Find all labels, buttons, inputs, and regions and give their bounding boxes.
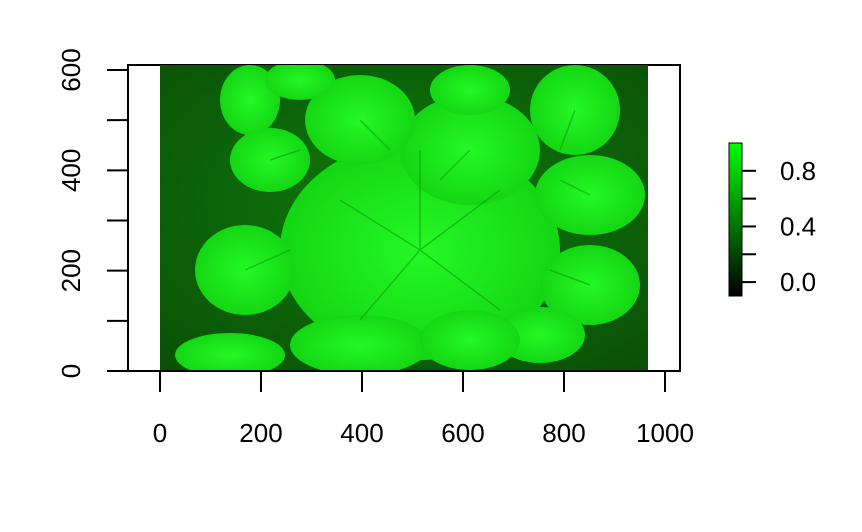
y-tick-label: 600 (56, 48, 86, 91)
leaf (220, 65, 280, 135)
colorbar-gradient (728, 142, 743, 297)
x-tick-label: 400 (340, 418, 383, 448)
colorbar-tick-label: 0.0 (780, 267, 816, 297)
leaf (420, 310, 520, 370)
leaf (265, 65, 335, 100)
x-tick-label: 0 (153, 418, 167, 448)
leaf (430, 65, 510, 115)
leaf-veins (244, 109, 591, 321)
colorbar-tick-label: 0.8 (780, 156, 816, 186)
x-tick-label: 800 (542, 418, 585, 448)
y-tick-label: 0 (56, 364, 86, 378)
x-tick-label: 600 (441, 418, 484, 448)
x-axis: 0 200 400 600 800 1000 (153, 370, 694, 448)
y-tick-label: 200 (56, 249, 86, 292)
raster-image (160, 65, 648, 371)
x-tick-label: 200 (239, 418, 282, 448)
colorbar: 0.0 0.4 0.8 (728, 142, 816, 297)
leaf (175, 333, 285, 371)
y-tick-label: 400 (56, 149, 86, 192)
colorbar-tick-label: 0.4 (780, 211, 816, 241)
y-axis: 0 200 400 600 (56, 48, 129, 378)
leaf (290, 315, 430, 371)
x-tick-label: 1000 (636, 418, 694, 448)
colorbar-ticks: 0.0 0.4 0.8 (742, 156, 816, 297)
